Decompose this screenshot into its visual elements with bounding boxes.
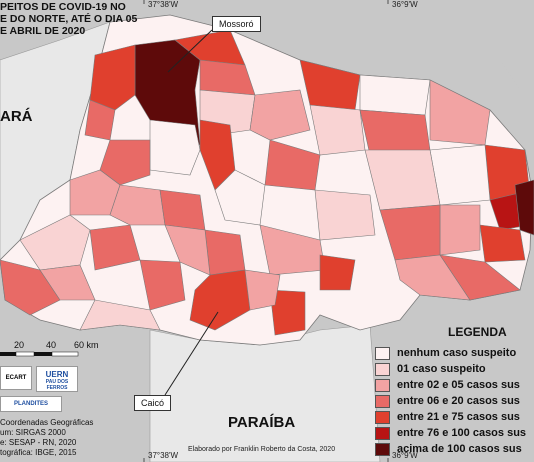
municipality	[159, 189, 206, 231]
municipality	[309, 104, 366, 156]
legend-label: entre 06 e 20 casos sus	[397, 395, 520, 407]
legend-swatch	[375, 442, 390, 456]
legend-title: LEGENDA	[448, 325, 507, 339]
municipality	[249, 89, 311, 141]
coord-bottom-right: 36°9'W	[392, 451, 418, 460]
legend-item: 01 caso suspeito	[375, 361, 526, 377]
credit-line: e: SESAP - RN, 2020	[0, 438, 77, 447]
municipality	[244, 269, 281, 311]
municipality	[164, 224, 211, 276]
municipality	[479, 224, 526, 263]
title-line: E DO NORTE, ATÉ O DIA 05	[0, 13, 138, 25]
municipality	[79, 299, 161, 331]
municipality	[149, 119, 201, 176]
legend-label: entre 76 e 100 casos sus	[397, 427, 527, 439]
municipality	[429, 144, 491, 206]
legend-swatch	[375, 378, 390, 392]
municipality	[394, 254, 471, 301]
scale-tick-20: 20	[14, 340, 25, 350]
paraiba-label: PARAÍBA	[228, 414, 296, 431]
coord-bottom-left: 37°38'W	[148, 451, 179, 460]
ecart-logo: ECART	[0, 366, 32, 390]
scale-bar	[0, 351, 79, 357]
uern-logo-sub: PAU DOS FERROS	[45, 379, 69, 391]
caico-callout: Caicó	[134, 395, 172, 411]
scale-tick-40: 40	[46, 340, 57, 350]
municipality	[319, 254, 356, 291]
credit-line: tográfica: IBGE, 2015	[0, 448, 77, 457]
credit-line: um: SIRGAS 2000	[0, 428, 66, 437]
uern-logo: UERN PAU DOS FERROS	[36, 366, 78, 392]
mossoro-callout: Mossoró	[212, 16, 261, 32]
legend-swatch	[375, 346, 390, 360]
legend-item: entre 06 e 20 casos sus	[375, 393, 526, 409]
uern-logo-title: UERN	[45, 370, 69, 379]
legend-item: nenhum caso suspeito	[375, 345, 526, 361]
title-line: PEITOS DE COVID-19 NO	[0, 1, 126, 13]
mossoro-leader	[167, 29, 213, 73]
municipality	[439, 254, 521, 301]
legend-item: entre 02 e 05 casos sus	[375, 377, 526, 393]
municipality	[89, 44, 136, 111]
paraiba-land	[149, 324, 381, 462]
legend-item: acima de 100 casos sus	[375, 441, 526, 457]
legend-label: 01 caso suspeito	[397, 363, 486, 375]
ocean-right	[500, 0, 534, 462]
map-title: PEITOS DE COVID-19 NO E DO NORTE, ATÉ O …	[0, 1, 137, 37]
legend-swatch	[375, 394, 390, 408]
title-line: E ABRIL DE 2020	[0, 25, 86, 37]
author-credit: Elaborado por Franklin Roberto da Costa,…	[188, 446, 336, 453]
legend-label: nenhum caso suspeito	[397, 347, 517, 359]
credit-line: Coordenadas Geográficas	[0, 418, 94, 427]
legend-swatch	[375, 410, 390, 424]
municipality	[314, 189, 376, 241]
municipality	[214, 169, 266, 226]
municipality-natal	[514, 179, 534, 236]
map-credits: Coordenadas Geográficas um: SIRGAS 2000 …	[0, 418, 93, 458]
scale-tick-60: 60 km	[74, 340, 99, 350]
legend-swatch	[375, 362, 390, 376]
municipality	[439, 204, 481, 256]
plandites-logo: PLANDITES	[0, 396, 62, 412]
legend-swatch	[375, 426, 390, 440]
legend-item: entre 76 e 100 casos sus	[375, 425, 526, 441]
municipalities	[0, 29, 534, 336]
logos: ECART UERN PAU DOS FERROS PLANDITES	[0, 364, 82, 414]
municipality	[359, 109, 431, 156]
municipality	[0, 259, 61, 316]
municipality	[19, 214, 91, 271]
municipality	[359, 74, 431, 116]
coord-top-right: 36°9'W	[392, 0, 418, 9]
ceara-label: ARÁ	[0, 108, 33, 125]
municipality	[139, 259, 186, 311]
municipality	[99, 139, 151, 186]
coord-top-left: 37°38'W	[148, 0, 179, 9]
legend-label: entre 21 e 75 casos sus	[397, 411, 520, 423]
legend: nenhum caso suspeito 01 caso suspeito en…	[375, 345, 526, 457]
municipality	[269, 289, 306, 336]
legend-label: entre 02 e 05 casos sus	[397, 379, 520, 391]
legend-label: acima de 100 casos sus	[397, 443, 522, 455]
legend-item: entre 21 e 75 casos sus	[375, 409, 526, 425]
municipality	[429, 79, 491, 146]
caico-leader	[164, 311, 219, 396]
municipality	[109, 184, 166, 226]
municipality	[204, 229, 246, 276]
